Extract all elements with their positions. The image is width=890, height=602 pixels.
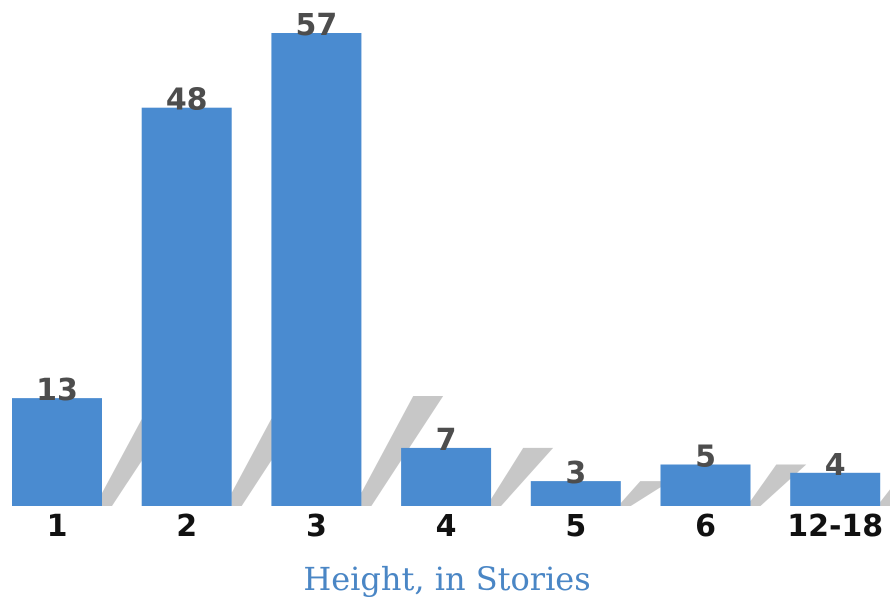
bar-4 bbox=[401, 447, 492, 506]
x-axis-title: Height, in Stories bbox=[303, 560, 590, 598]
bar-2 bbox=[141, 107, 232, 507]
x-tick-label-1: 1 bbox=[47, 509, 68, 544]
bar-12-18 bbox=[790, 472, 881, 506]
x-tick-label-5: 5 bbox=[565, 509, 586, 544]
value-label-5: 3 bbox=[565, 456, 586, 491]
value-label-4: 7 bbox=[436, 423, 457, 458]
x-tick-labels: 1 2 3 4 5 6 12-18 bbox=[47, 509, 884, 544]
value-label-1: 13 bbox=[36, 373, 78, 408]
value-label-12-18: 4 bbox=[825, 448, 846, 483]
bars bbox=[12, 33, 881, 507]
bar-1 bbox=[12, 398, 102, 506]
bar-shadow bbox=[880, 489, 890, 506]
x-tick-label-3: 3 bbox=[306, 509, 327, 544]
x-tick-label-12-18: 12-18 bbox=[787, 509, 883, 544]
value-label-2: 48 bbox=[166, 83, 208, 118]
x-tick-label-2: 2 bbox=[176, 509, 197, 544]
x-tick-label-6: 6 bbox=[695, 509, 716, 544]
x-tick-label-4: 4 bbox=[436, 509, 457, 544]
bar-shadow bbox=[491, 447, 554, 506]
bar-6 bbox=[660, 464, 751, 506]
value-label-6: 5 bbox=[695, 440, 716, 475]
value-labels: 13 48 57 7 3 5 4 bbox=[36, 8, 846, 491]
value-label-3: 57 bbox=[296, 8, 338, 43]
bar-5 bbox=[530, 481, 621, 506]
bar-3 bbox=[271, 33, 362, 506]
bar-shadow bbox=[620, 481, 671, 506]
